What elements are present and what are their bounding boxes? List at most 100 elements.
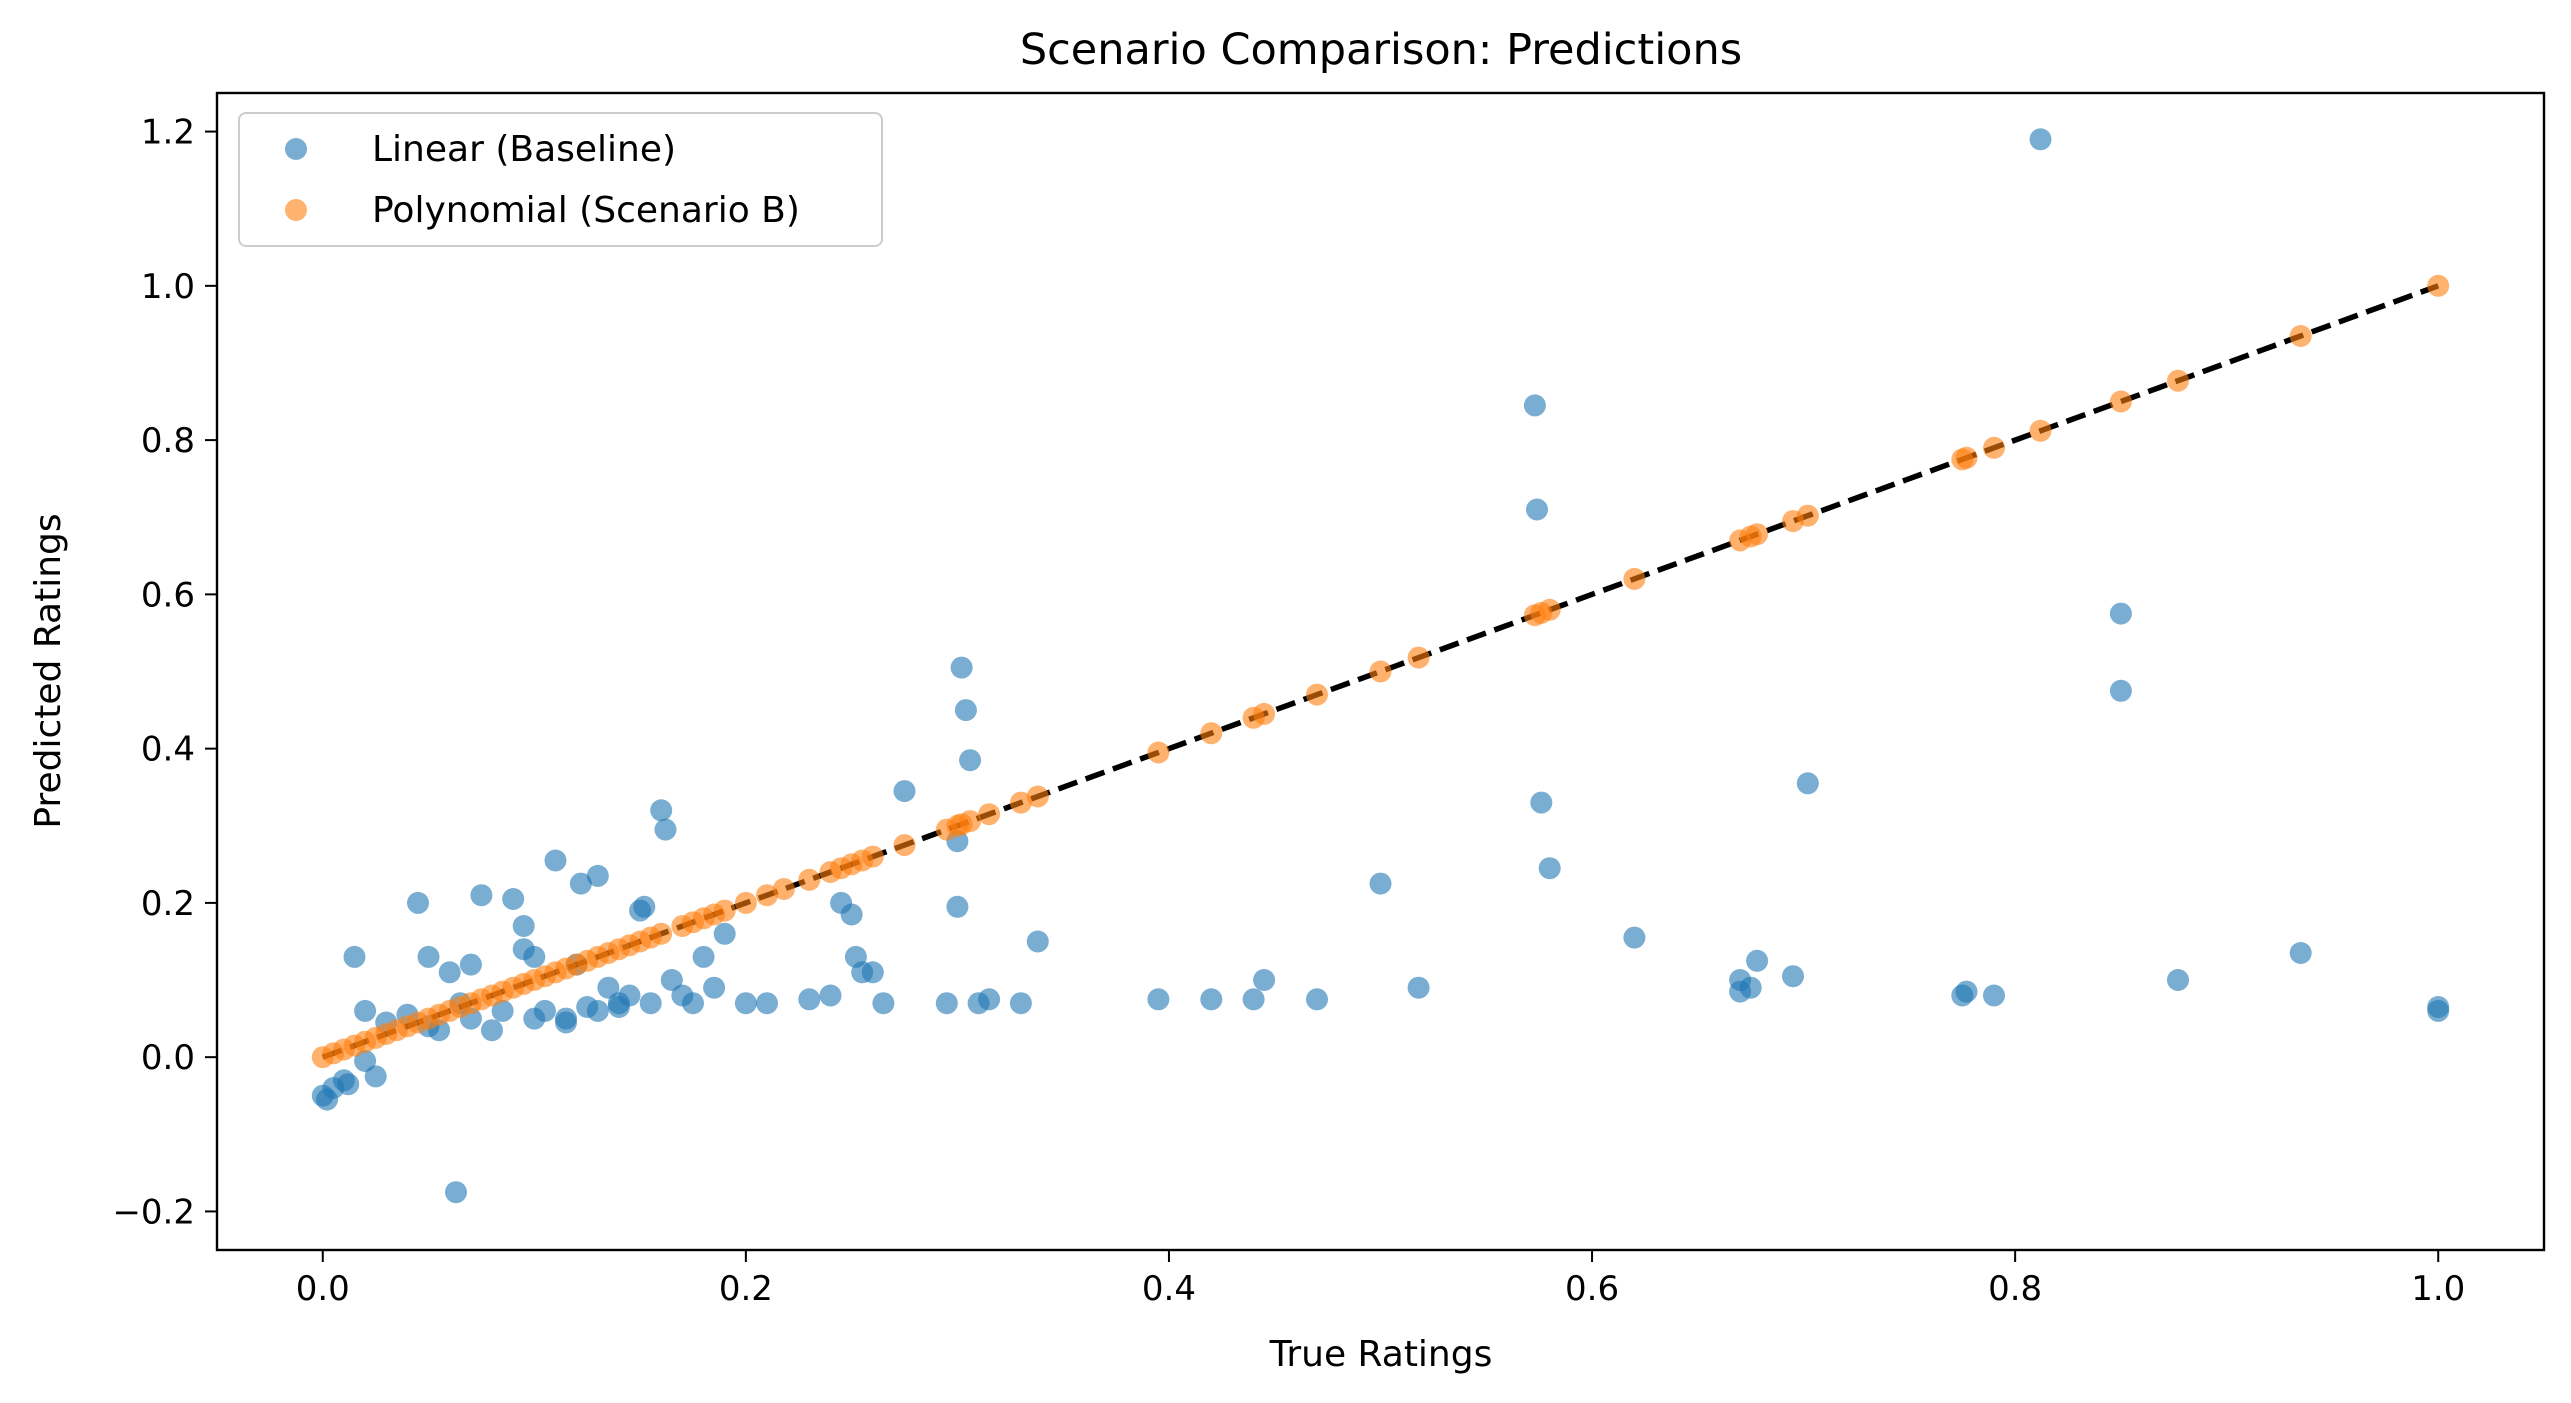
legend-marker-linear xyxy=(285,138,307,160)
y-tick-label: 0.0 xyxy=(141,1038,195,1078)
data-point xyxy=(893,780,916,803)
data-point xyxy=(1200,988,1223,1011)
data-point xyxy=(692,945,715,968)
data-point xyxy=(946,895,969,918)
data-point xyxy=(1983,436,2005,459)
x-tick-label: 0.4 xyxy=(1142,1269,1196,1309)
data-point xyxy=(935,992,958,1015)
data-point xyxy=(1746,949,1769,972)
data-point xyxy=(978,803,1001,826)
series-polynomial xyxy=(311,274,2450,1069)
data-point xyxy=(639,992,662,1015)
legend-label-polynomial: Polynomial (Scenario B) xyxy=(372,190,800,231)
data-point xyxy=(569,872,592,895)
data-point xyxy=(978,988,1001,1011)
data-point xyxy=(481,1019,503,1042)
data-point xyxy=(1538,857,1561,880)
x-axis-label: True Ratings xyxy=(1269,1334,1493,1375)
data-point xyxy=(959,749,982,772)
data-point xyxy=(491,999,514,1022)
data-point xyxy=(1369,660,1392,683)
data-point xyxy=(650,922,673,945)
data-point xyxy=(586,999,609,1022)
data-point xyxy=(1746,523,1769,546)
y-axis-label: Predicted Ratings xyxy=(28,513,69,828)
x-tick-label: 0.2 xyxy=(719,1269,773,1309)
data-point xyxy=(2167,369,2189,392)
data-point xyxy=(1253,702,1276,725)
x-tick-label: 0.6 xyxy=(1565,1269,1619,1309)
legend: Linear (Baseline) Polynomial (Scenario B… xyxy=(238,112,883,247)
x-tick-label: 0.0 xyxy=(296,1269,350,1309)
data-point xyxy=(954,699,977,722)
data-point xyxy=(1009,992,1032,1015)
data-point xyxy=(798,988,821,1011)
data-point xyxy=(1253,969,1276,991)
legend-box xyxy=(238,112,883,247)
data-point xyxy=(950,656,973,679)
data-point xyxy=(523,945,546,968)
data-point xyxy=(893,834,916,857)
data-point xyxy=(1242,988,1265,1011)
data-point xyxy=(2109,679,2132,702)
data-point xyxy=(407,891,429,914)
data-point xyxy=(734,992,757,1015)
data-point xyxy=(861,961,884,984)
data-point xyxy=(438,961,461,984)
data-point xyxy=(1538,598,1561,621)
legend-label-linear: Linear (Baseline) xyxy=(372,129,676,170)
x-tick-label: 0.8 xyxy=(1988,1269,2042,1309)
data-point xyxy=(1526,498,1548,521)
chart-title: Scenario Comparison: Predictions xyxy=(1020,25,1742,75)
data-point xyxy=(1739,976,1762,999)
data-point xyxy=(861,845,884,868)
data-point xyxy=(1796,504,1819,527)
y-tick-label: 0.2 xyxy=(141,884,195,924)
data-point xyxy=(1306,988,1328,1011)
data-point xyxy=(682,992,704,1015)
data-point xyxy=(1147,988,1170,1011)
data-point xyxy=(1026,785,1049,808)
data-point xyxy=(343,945,366,968)
data-point xyxy=(819,984,842,1007)
data-point xyxy=(1782,965,1804,988)
plot-frame xyxy=(215,91,2546,1252)
data-point xyxy=(1955,446,1978,469)
data-point xyxy=(633,895,656,918)
data-point xyxy=(650,799,673,822)
data-point xyxy=(354,999,377,1022)
data-point xyxy=(544,849,567,872)
y-tick-label: −0.2 xyxy=(112,1192,195,1232)
data-point xyxy=(354,1050,377,1072)
data-point xyxy=(1523,394,1546,417)
y-tick-label: 1.2 xyxy=(141,113,195,153)
data-point xyxy=(2109,390,2132,413)
y-tick-label: 0.8 xyxy=(141,421,195,461)
data-point xyxy=(756,884,778,907)
data-point xyxy=(597,976,620,999)
data-point xyxy=(1955,980,1978,1003)
y-tick-label: 0.6 xyxy=(141,575,195,615)
data-point xyxy=(459,953,482,976)
data-point xyxy=(2427,999,2450,1022)
data-point xyxy=(1407,646,1430,669)
data-point xyxy=(2167,969,2189,991)
data-point xyxy=(734,891,757,914)
data-point xyxy=(1306,683,1328,706)
data-point xyxy=(1026,930,1049,953)
data-point xyxy=(654,818,677,841)
data-point xyxy=(2029,128,2052,151)
data-point xyxy=(713,899,736,922)
data-point xyxy=(1147,741,1170,764)
data-point xyxy=(555,1011,577,1034)
data-point xyxy=(713,922,736,945)
data-point xyxy=(512,915,535,937)
data-point xyxy=(798,868,821,891)
data-point xyxy=(1623,926,1646,949)
data-point xyxy=(2427,274,2450,297)
data-point xyxy=(337,1073,360,1096)
x-tick-label: 1.0 xyxy=(2411,1269,2465,1309)
data-point xyxy=(607,996,630,1018)
data-point xyxy=(1200,722,1223,745)
